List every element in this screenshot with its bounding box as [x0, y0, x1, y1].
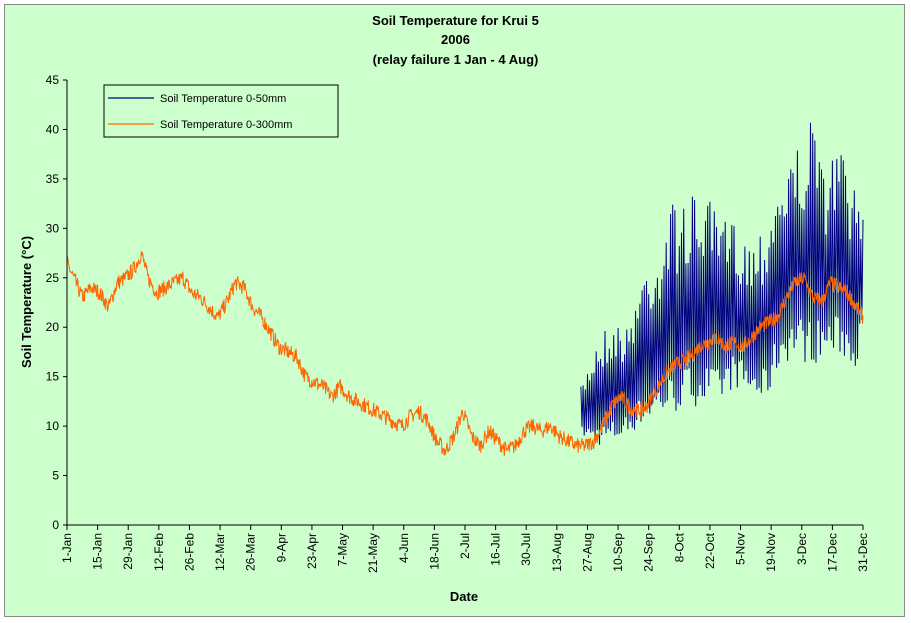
x-tick-label-1-Jan: 1-Jan — [60, 533, 74, 563]
y-tick-label-15: 15 — [46, 370, 60, 384]
legend-box — [103, 84, 339, 138]
x-tick-label-2-Jul: 2-Jul — [458, 533, 472, 559]
x-ticks: 1-Jan 15-Jan 29-Jan 12-Feb 26-Feb 12-Mar 26-Ma… — [60, 525, 870, 573]
x-tick-label-27-Aug: 27-Aug — [580, 533, 594, 572]
x-tick-label-12-Mar: 12-Mar — [213, 533, 227, 571]
x-tick-label-18-Jun: 18-Jun — [427, 533, 441, 570]
x-tick-label-29-Jan: 29-Jan — [121, 533, 135, 570]
x-tick-label-10-Sep: 10-Sep — [611, 533, 625, 572]
y-tick-label-30: 30 — [46, 221, 60, 235]
x-tick-label-12-Feb: 12-Feb — [152, 533, 166, 571]
x-tick-label-17-Dec: 17-Dec — [825, 533, 839, 572]
x-tick-label-9-Apr: 9-Apr — [274, 533, 288, 562]
x-tick-label-4-Jun: 4-Jun — [397, 533, 411, 563]
y-tick-label-0: 0 — [52, 518, 59, 532]
y-tick-label-40: 40 — [46, 122, 60, 136]
chart-note: (relay failure 1 Jan - 4 Aug) — [372, 52, 539, 67]
x-tick-label-22-Oct: 22-Oct — [703, 532, 717, 569]
x-tick-label-21-May: 21-May — [366, 533, 380, 573]
x-tick-label-5-Nov: 5-Nov — [734, 533, 748, 565]
x-axis-title: Date — [450, 589, 478, 604]
chart-title: Soil Temperature for Krui 5 — [372, 13, 539, 28]
legend-label-0-300mm: Soil Temperature 0-300mm — [160, 119, 292, 131]
plot-area — [67, 80, 863, 525]
x-tick-label-15-Jan: 15-Jan — [91, 533, 105, 570]
x-tick-label-26-Feb: 26-Feb — [182, 533, 196, 571]
y-ticks: 0 5 10 15 20 25 30 35 40 45 — [46, 73, 67, 532]
x-tick-label-24-Sep: 24-Sep — [642, 533, 656, 572]
x-tick-label-19-Nov: 19-Nov — [764, 533, 778, 572]
x-tick-label-30-Jul: 30-Jul — [519, 533, 533, 566]
x-tick-label-26-Mar: 26-Mar — [244, 533, 258, 571]
y-tick-label-20: 20 — [46, 320, 60, 334]
x-tick-label-23-Apr: 23-Apr — [305, 533, 319, 569]
x-tick-label-7-May: 7-May — [336, 533, 350, 566]
x-tick-label-16-Jul: 16-Jul — [489, 533, 503, 566]
series-line-0-50mm — [580, 122, 864, 445]
series-line-0-300mm — [66, 250, 864, 457]
y-tick-label-5: 5 — [52, 469, 59, 483]
y-tick-label-25: 25 — [46, 271, 60, 285]
legend-label-0-50mm: Soil Temperature 0-50mm — [160, 93, 286, 105]
legend: Soil Temperature 0-50mm Soil Temperature… — [103, 84, 339, 138]
x-tick-label-8-Oct: 8-Oct — [672, 532, 686, 562]
chart-subtitle: 2006 — [441, 32, 470, 47]
y-axis-title: Soil Temperature (°C) — [19, 236, 34, 368]
x-tick-label-3-Dec: 3-Dec — [795, 533, 809, 565]
y-tick-label-10: 10 — [46, 419, 60, 433]
x-tick-label-13-Aug: 13-Aug — [550, 533, 564, 572]
y-tick-label-45: 45 — [46, 73, 60, 87]
y-tick-label-35: 35 — [46, 172, 60, 186]
x-tick-label-31-Dec: 31-Dec — [856, 533, 870, 572]
series-layer — [66, 122, 864, 457]
